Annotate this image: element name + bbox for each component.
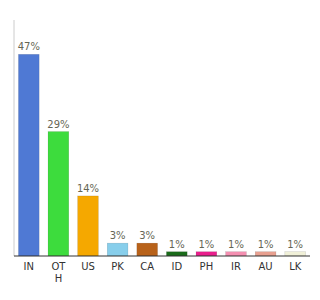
- bar: [226, 252, 247, 256]
- bar: [78, 196, 99, 256]
- bar: [107, 243, 128, 256]
- bar: [48, 132, 69, 256]
- data-label: 1%: [198, 239, 214, 250]
- x-tick-label: CA: [140, 261, 154, 272]
- x-tick-label: OTH: [51, 261, 66, 284]
- data-label: 47%: [18, 41, 40, 52]
- x-tick-labels: IN OTH US PK CA ID PH IR AU LK: [24, 261, 302, 284]
- data-label: 1%: [258, 239, 274, 250]
- bar: [196, 252, 217, 256]
- bar: [255, 252, 276, 256]
- chart-container: 47% 29% 14% 3% 3% 1% 1% 1% 1% 1% IN OTH US PK CA ID PH IR…: [0, 0, 320, 300]
- x-tick-label: IN: [24, 261, 34, 272]
- chart-svg: 47% 29% 14% 3% 3% 1% 1% 1% 1% 1% IN OTH US PK CA ID PH IR…: [0, 0, 320, 300]
- data-label: 14%: [77, 183, 99, 194]
- bar: [166, 252, 187, 256]
- y-axis-line: [14, 20, 15, 256]
- x-axis-line: [14, 256, 310, 257]
- data-labels: 47% 29% 14% 3% 3% 1% 1% 1% 1% 1%: [18, 41, 303, 249]
- data-label: 1%: [169, 239, 185, 250]
- data-label: 1%: [287, 239, 303, 250]
- data-label: 1%: [228, 239, 244, 250]
- data-label: 3%: [110, 230, 126, 241]
- bars: [18, 54, 305, 256]
- x-tick-label: PK: [111, 261, 124, 272]
- x-tick-label: ID: [171, 261, 182, 272]
- bar: [137, 243, 158, 256]
- x-tick-label: AU: [259, 261, 273, 272]
- data-label: 29%: [47, 119, 69, 130]
- bar: [18, 54, 39, 256]
- bar: [285, 252, 306, 256]
- x-tick-label: LK: [289, 261, 302, 272]
- x-tick-label: US: [81, 261, 95, 272]
- x-tick-label: PH: [200, 261, 214, 272]
- x-tick-label: IR: [231, 261, 241, 272]
- data-label: 3%: [139, 230, 155, 241]
